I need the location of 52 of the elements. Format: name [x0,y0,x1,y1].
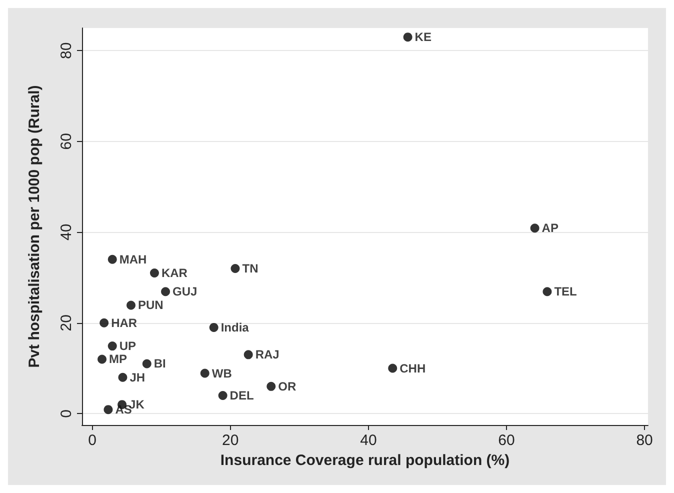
x-tick-label: 60 [498,432,515,449]
annotation: OR [278,379,296,394]
annotation: KE [414,30,432,44]
point [542,287,552,296]
point [209,322,218,332]
x-tick-label: 20 [222,432,239,449]
annotation: India [220,320,250,334]
point [142,359,152,368]
point [118,372,128,382]
annotation: MAH [119,252,147,266]
annotation: GUJ [172,284,198,299]
annotation: TN [242,261,258,276]
point [161,287,170,296]
y-tick-label: 20 [58,314,75,332]
y-tick-label: 80 [58,42,75,60]
annotation: DEL [230,388,254,403]
annotation: JH [130,370,146,384]
point [104,405,113,414]
y-axis-title: Pvt hospitalisation per 1000 pop (Rural) [26,85,43,368]
x-tick-label: 80 [636,432,653,449]
point [98,354,107,364]
point [108,342,117,351]
annotation: AS [115,402,132,417]
point [100,318,109,328]
point [266,382,276,391]
point [126,300,136,310]
annotation: MP [109,352,128,366]
annotation: WB [212,366,232,380]
point [150,268,159,278]
point [244,350,253,360]
x-tick-label: 40 [360,432,377,449]
annotation: BI [154,356,166,371]
point [230,264,240,273]
annotation: RAJ [255,348,280,362]
annotation: HAR [111,316,138,330]
annotation: AP [542,221,558,236]
annotation: KAR [161,266,188,280]
point [200,368,210,378]
point [530,224,540,233]
point [403,32,412,42]
point [218,391,228,400]
annotation: CHH [400,361,426,376]
annotation: UP [119,339,136,354]
y-tick-label: 60 [58,133,75,150]
annotation: TEL [554,284,577,299]
point [108,254,117,264]
y-tick-label: 40 [58,224,75,241]
point [388,364,398,373]
x-axis-title: Insurance Coverage rural population (%) [220,452,510,469]
annotation: PUN [138,298,164,312]
y-tick-label: 0 [58,409,75,418]
x-tick-label: 0 [88,432,97,449]
